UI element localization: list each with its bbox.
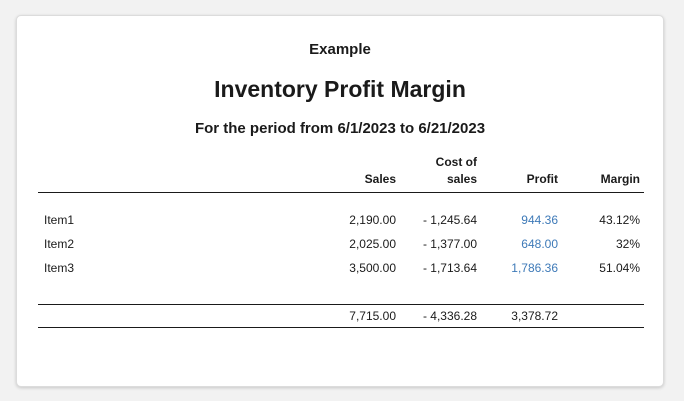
spacer-row	[38, 280, 644, 305]
report-title: Inventory Profit Margin	[214, 76, 466, 102]
item-name: Item3	[44, 261, 75, 275]
header-item	[38, 154, 238, 193]
table-row: Item1 2,190.00 - 1,245.64 944.36 43.12%	[38, 208, 644, 232]
item-cost: - 1,245.64	[422, 213, 477, 227]
spacer-row	[38, 193, 644, 209]
header-profit: Profit	[481, 154, 562, 193]
report-period: For the period from 6/1/2023 to 6/21/202…	[194, 120, 486, 137]
item-name: Item2	[44, 237, 75, 251]
item-margin: 43.12%	[599, 213, 640, 227]
table-row: Item2 2,025.00 - 1,377.00 648.00 32%	[38, 232, 644, 256]
item-profit-link[interactable]: 648.00	[521, 237, 558, 251]
company-name: Example	[309, 41, 371, 58]
item-profit-link[interactable]: 944.36	[521, 213, 558, 227]
totals-row: 7,715.00 - 4,336.28 3,378.72	[38, 304, 644, 328]
item-margin: 32%	[615, 237, 640, 251]
item-sales: 3,500.00	[349, 261, 396, 275]
item-profit-link[interactable]: 1,786.36	[511, 261, 558, 275]
item-cost: - 1,377.00	[422, 237, 477, 251]
header-cost-of-sales: Cost of sales	[400, 154, 481, 193]
item-name: Item1	[44, 213, 75, 227]
report-card: Example Inventory Profit Margin For the …	[16, 15, 664, 387]
table-header-row: Sales Cost of sales Profit Margin	[38, 154, 644, 193]
total-margin	[562, 304, 644, 328]
item-cost: - 1,713.64	[422, 261, 477, 275]
total-cost: - 4,336.28	[400, 304, 481, 328]
total-profit: 3,378.72	[481, 304, 562, 328]
header-cost-line2: sales	[446, 172, 477, 186]
header-cost-line1: Cost of	[435, 155, 477, 169]
table-row: Item3 3,500.00 - 1,713.64 1,786.36 51.04…	[38, 256, 644, 280]
header-margin: Margin	[562, 154, 644, 193]
item-sales: 2,190.00	[349, 213, 396, 227]
total-sales: 7,715.00	[238, 304, 400, 328]
item-sales: 2,025.00	[349, 237, 396, 251]
totals-label	[38, 304, 238, 328]
profit-margin-table: Sales Cost of sales Profit Margin Item1 …	[38, 154, 644, 328]
header-sales: Sales	[238, 154, 400, 193]
item-margin: 51.04%	[599, 261, 640, 275]
